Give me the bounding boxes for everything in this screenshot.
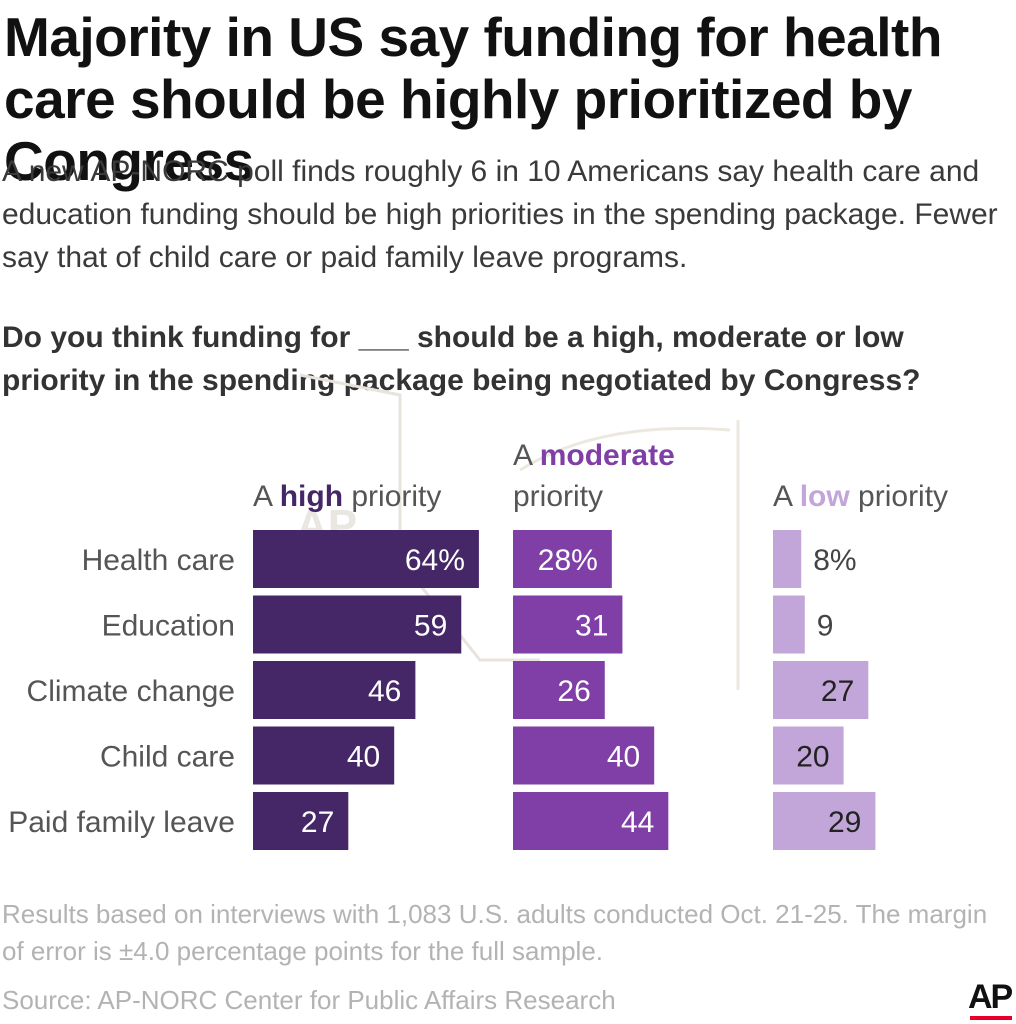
bar <box>773 792 876 850</box>
series-header: A low priority <box>773 480 948 513</box>
chart-subtitle: A new AP-NORC poll finds roughly 6 in 10… <box>2 155 998 274</box>
bar <box>253 792 349 850</box>
footnote: Results based on interviews with 1,083 U… <box>2 899 988 966</box>
data-label: 59 <box>414 610 447 643</box>
data-label: 31 <box>575 610 608 643</box>
data-label: 8% <box>813 544 856 577</box>
category-label: Child care <box>100 741 235 774</box>
bar <box>253 726 395 785</box>
ap-logo: AP <box>968 978 1016 1020</box>
series-header-suffix: priority <box>513 480 603 513</box>
data-label: 9 <box>817 610 834 643</box>
source-note: Source: AP-NORC Center for Public Affair… <box>2 985 616 1015</box>
bar-chart: Health care Education Climate change Child … <box>8 439 948 850</box>
series-header-suffix: priority <box>343 480 441 513</box>
bar <box>773 595 805 654</box>
data-label: 40 <box>607 741 640 774</box>
bar <box>253 530 479 588</box>
chart-title: Majority in US say funding for health ca… <box>4 6 942 192</box>
ap-logo-text: AP <box>968 978 1013 1016</box>
series-header-keyword: high <box>280 480 343 513</box>
bar <box>513 726 655 785</box>
series-header-keyword: moderate <box>540 439 675 472</box>
bar <box>513 661 605 719</box>
series-header-prefix: A <box>513 439 540 472</box>
data-label: 20 <box>796 741 829 774</box>
data-label: 46 <box>368 675 401 708</box>
bar <box>253 661 416 719</box>
data-label: 27 <box>821 675 854 708</box>
series-header: A moderate priority <box>513 439 675 513</box>
data-label: 64% <box>405 544 465 577</box>
series-header-keyword: low <box>800 480 851 513</box>
series-header-prefix: A <box>773 480 800 513</box>
category-label: Health care <box>82 544 235 577</box>
bar <box>773 661 869 719</box>
data-label: 44 <box>621 806 654 839</box>
bar <box>253 595 462 654</box>
series-header-prefix: A <box>253 480 280 513</box>
data-label: 40 <box>347 741 380 774</box>
survey-question: Do you think funding for ___ should be a… <box>2 321 921 397</box>
series-header: A high priority <box>253 480 441 513</box>
bar <box>513 792 669 850</box>
data-label: 27 <box>301 806 334 839</box>
data-label: 29 <box>828 806 861 839</box>
category-label: Education <box>102 610 235 643</box>
category-label: Paid family leave <box>8 806 235 839</box>
data-label: 26 <box>557 675 590 708</box>
category-label: Climate change <box>27 675 235 708</box>
ap-logo-bar <box>970 1016 1012 1020</box>
data-label: 28% <box>538 544 598 577</box>
bar <box>773 726 844 785</box>
series-header-suffix: priority <box>850 480 948 513</box>
bar <box>513 595 623 654</box>
bar <box>773 530 802 588</box>
bar <box>513 530 612 588</box>
